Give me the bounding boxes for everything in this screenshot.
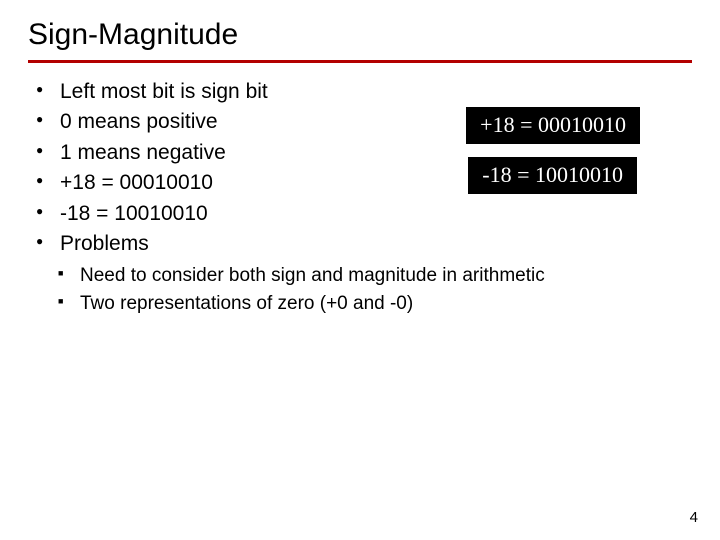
- slide-title: Sign-Magnitude: [28, 18, 692, 58]
- title-rule: [28, 60, 692, 63]
- example-box-positive: +18 = 00010010: [466, 107, 640, 144]
- sub-bullet-item: Need to consider both sign and magnitude…: [58, 262, 692, 291]
- page-number: 4: [690, 509, 698, 526]
- sub-bullet-item: Two representations of zero (+0 and -0): [58, 290, 692, 319]
- bullet-item: Left most bit is sign bit: [36, 77, 692, 107]
- bullet-item: -18 = 10010010: [36, 199, 692, 229]
- slide: Sign-Magnitude Left most bit is sign bit…: [0, 0, 720, 540]
- content-area: Left most bit is sign bit 0 means positi…: [28, 77, 692, 319]
- example-box-negative: -18 = 10010010: [468, 157, 637, 194]
- bullet-item: Problems: [36, 229, 692, 259]
- sub-bullet-list: Need to consider both sign and magnitude…: [28, 262, 692, 319]
